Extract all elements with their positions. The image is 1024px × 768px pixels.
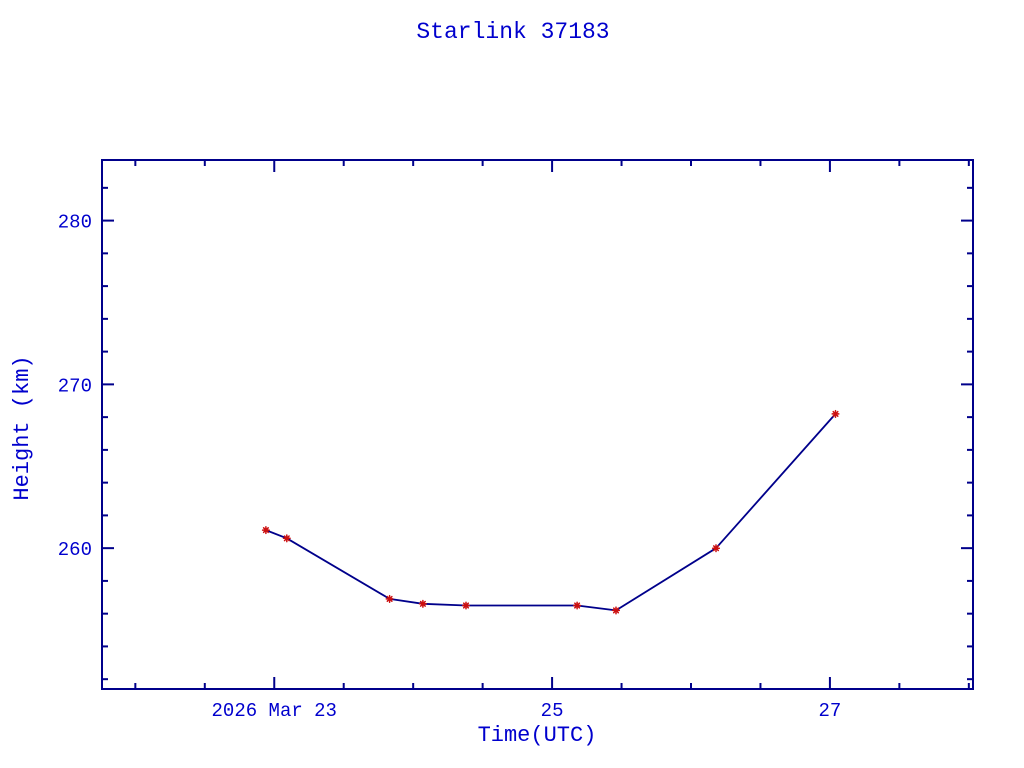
axis-tick-labels: 2026 Mar 23 25 27 260 270 280 [58, 212, 842, 722]
data-point-marker [418, 599, 427, 608]
data-point-marker [831, 409, 840, 418]
plot-frame [101, 159, 974, 690]
data-point-marker [573, 601, 582, 610]
data-point-markers [261, 409, 840, 615]
data-point-marker [282, 534, 291, 543]
x-tick-label: 2026 Mar 23 [212, 700, 337, 722]
axes-frame [101, 159, 974, 690]
y-tick-label: 260 [58, 539, 92, 561]
data-point-marker [461, 601, 471, 610]
data-point-marker [611, 606, 621, 615]
x-tick-label: 25 [541, 700, 564, 722]
y-tick-label: 280 [58, 212, 92, 234]
x-tick-label: 27 [819, 700, 842, 722]
data-point-marker [385, 594, 394, 603]
y-axis-label: Height (km) [10, 355, 35, 500]
y-tick-label: 270 [58, 375, 92, 397]
data-point-marker [711, 544, 721, 553]
x-axis-label: Time(UTC) [478, 723, 597, 748]
height-series [264, 412, 837, 612]
chart-title: Starlink 37183 [416, 19, 609, 45]
data-point-marker [261, 526, 270, 535]
height-series-line [264, 412, 837, 612]
axis-ticks [102, 160, 973, 689]
